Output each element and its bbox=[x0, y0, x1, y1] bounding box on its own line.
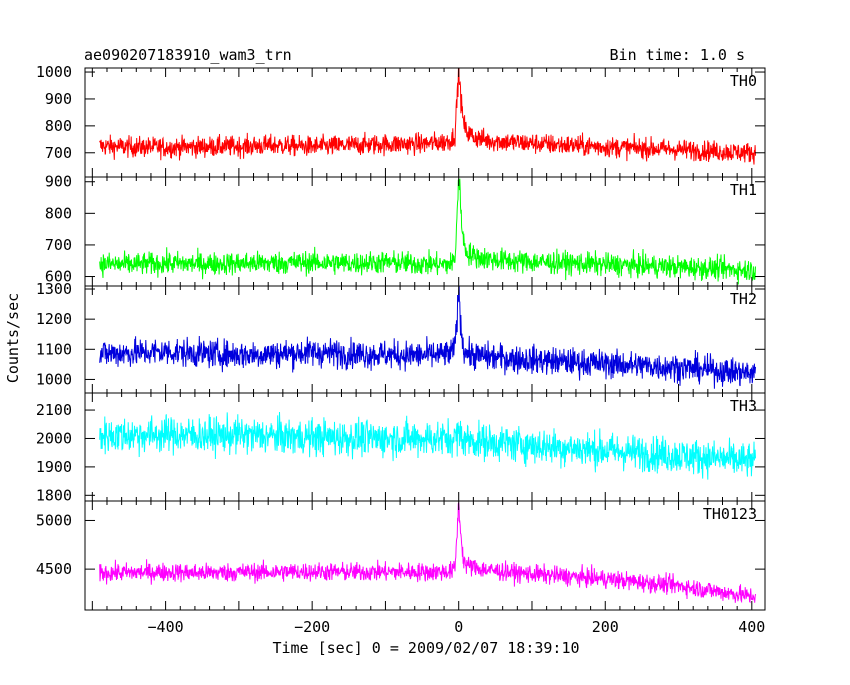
y-tick-label: 1100 bbox=[36, 340, 72, 358]
y-tick-label: 700 bbox=[45, 144, 72, 162]
panel-label-th1: TH1 bbox=[730, 181, 757, 199]
panel-th1: 600 700 800 900 TH1 bbox=[45, 173, 766, 287]
y-tick-label: 2000 bbox=[36, 429, 72, 447]
series-line-th0123 bbox=[99, 501, 756, 604]
y-tick-label: 5000 bbox=[36, 511, 72, 529]
y-tick-label: 1000 bbox=[36, 370, 72, 388]
x-tick-label: −200 bbox=[294, 618, 330, 636]
y-tick-label: 1300 bbox=[36, 280, 72, 298]
y-tick-label: 1800 bbox=[36, 486, 72, 504]
y-tick-label: 800 bbox=[45, 117, 72, 135]
series-line-th0 bbox=[99, 68, 756, 165]
y-tick-label: 1000 bbox=[36, 63, 72, 81]
y-tick-label: 800 bbox=[45, 204, 72, 222]
panel-th0123: 4500 5000 TH0123 bbox=[36, 500, 766, 611]
series-line-th1 bbox=[99, 178, 756, 285]
panel-label-th2: TH2 bbox=[730, 290, 757, 308]
series-line-th2 bbox=[99, 286, 756, 389]
x-tick-label: −400 bbox=[148, 618, 184, 636]
y-axis-title: Counts/sec bbox=[4, 293, 22, 383]
panel-th0: 700 800 900 1000 TH0 bbox=[36, 63, 766, 178]
y-tick-label: 900 bbox=[45, 173, 72, 191]
x-tick-label: 0 bbox=[454, 618, 463, 636]
x-axis-title: Time [sec] 0 = 2009/02/07 18:39:10 bbox=[272, 639, 579, 657]
panel-label-th0: TH0 bbox=[730, 72, 757, 90]
panel-th2: 1000 1100 1200 1300 TH2 bbox=[36, 280, 766, 394]
chart-title: ae090207183910_wam3_trn bbox=[84, 46, 292, 64]
y-tick-label: 2100 bbox=[36, 401, 72, 419]
series-line-th3 bbox=[99, 411, 756, 480]
y-tick-label: 600 bbox=[45, 268, 72, 286]
panel-label-th0123: TH0123 bbox=[703, 505, 757, 523]
y-tick-label: 700 bbox=[45, 236, 72, 254]
panel-th3: 1800 1900 2000 2100 TH3 bbox=[36, 392, 766, 504]
panel-frame bbox=[84, 500, 766, 611]
x-axis: −400 −200 0 200 400 bbox=[148, 618, 766, 636]
panel-label-th3: TH3 bbox=[730, 397, 757, 415]
panel-frame bbox=[84, 67, 766, 178]
y-tick-label: 1200 bbox=[36, 310, 72, 328]
bin-time-label: Bin time: 1.0 s bbox=[610, 46, 745, 64]
y-tick-label: 1900 bbox=[36, 458, 72, 476]
y-tick-label: 900 bbox=[45, 90, 72, 108]
y-tick-label: 4500 bbox=[36, 560, 72, 578]
x-tick-label: 400 bbox=[738, 618, 765, 636]
x-tick-label: 200 bbox=[592, 618, 619, 636]
